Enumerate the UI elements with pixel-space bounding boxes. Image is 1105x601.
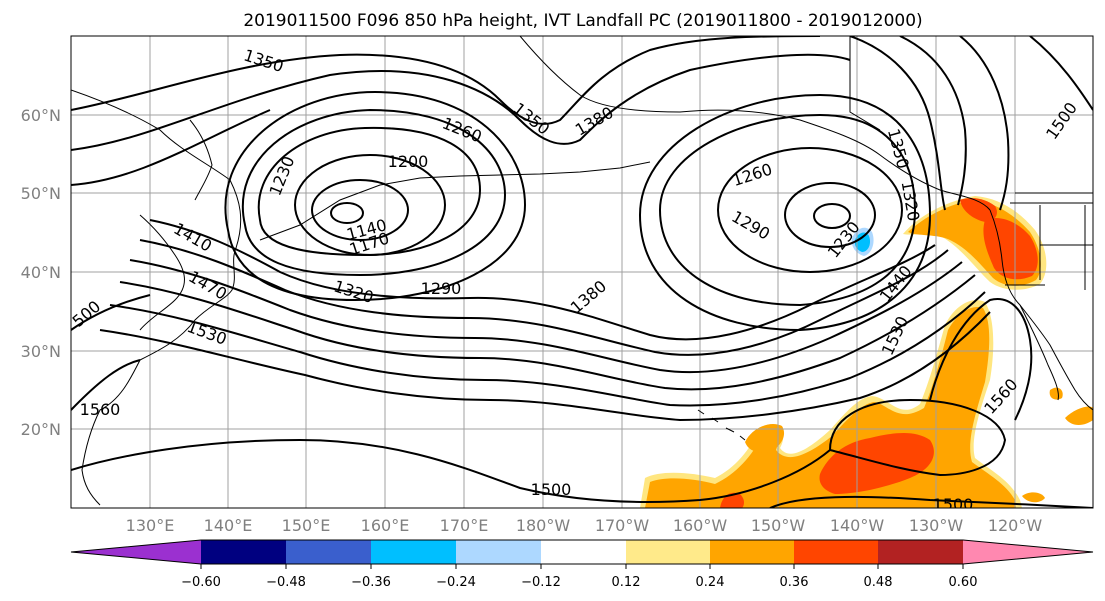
colorbar-bin — [541, 540, 626, 564]
lon-tick-label: 160°E — [361, 516, 410, 535]
colorbar-tick-label: 0.24 — [696, 575, 725, 590]
lon-tick-label: 120°W — [988, 516, 1043, 535]
lat-tick-label: 40°N — [21, 263, 61, 282]
lon-tick-label: 170°W — [595, 516, 650, 535]
us-canada-border — [849, 36, 1093, 204]
colorbar-bin — [794, 540, 878, 564]
lat-tick-label: 50°N — [21, 184, 61, 203]
longitude-labels: 130°E 140°E 150°E 160°E 170°E 180°W 170°… — [126, 516, 1043, 535]
ivt-positive-region-hawaii — [745, 423, 785, 453]
map-plot-area: 1350 1380 1350 1260 1200 1230 1140 1170 … — [71, 36, 1093, 514]
north-america-west-coast — [989, 209, 1093, 411]
colorbar-bin — [286, 540, 371, 564]
colorbar-tick-label: −0.60 — [181, 575, 221, 590]
lat-tick-label: 30°N — [21, 342, 61, 361]
lon-tick-label: 130°E — [126, 516, 175, 535]
baja-peninsula — [1019, 304, 1059, 401]
colorbar-tick-label: 0.48 — [864, 575, 893, 590]
lon-tick-label: 150°W — [751, 516, 806, 535]
lon-tick-label: 170°E — [440, 516, 489, 535]
colorbar-tick-label: −0.24 — [436, 575, 476, 590]
contour-label: 1500 — [933, 495, 974, 514]
latitude-labels: 60°N 50°N 40°N 30°N 20°N — [21, 106, 61, 439]
lon-tick-label: 150°E — [282, 516, 331, 535]
asia-coastline — [71, 89, 242, 506]
ivt-positive-region-east — [1022, 492, 1045, 503]
contour-label: 1200 — [388, 152, 429, 171]
colorbar-bin — [201, 540, 286, 564]
colorbar-tick-label: 0.60 — [949, 575, 978, 590]
colorbar-tick-label: −0.48 — [266, 575, 306, 590]
figure-title: 2019011500 F096 850 hPa height, IVT Land… — [243, 11, 922, 31]
contour-label: 1560 — [80, 400, 121, 419]
alaska-coastline — [519, 36, 991, 211]
contour-label: 1500 — [531, 480, 572, 499]
colorbar-tick-label: 0.36 — [780, 575, 809, 590]
colorbar-bin — [371, 540, 456, 564]
us-state-borders — [1005, 205, 1093, 290]
lat-tick-label: 60°N — [21, 106, 61, 125]
colorbar-bin — [71, 540, 201, 564]
colorbar-bin — [963, 540, 1093, 564]
ivt-positive-region-east — [1065, 406, 1093, 425]
colorbar-bin — [456, 540, 541, 564]
lon-tick-label: 160°W — [673, 516, 728, 535]
ivt-positive-region-east — [1049, 387, 1063, 400]
contour-label: 1290 — [421, 279, 462, 298]
colorbar-tick-label: −0.36 — [351, 575, 391, 590]
colorbar-tick-label: 0.12 — [612, 575, 641, 590]
height-contours — [71, 36, 1093, 508]
ivt-positive-region-california — [960, 198, 997, 222]
lat-tick-label: 20°N — [21, 420, 61, 439]
colorbar-bin — [878, 540, 963, 564]
lon-tick-label: 180°W — [516, 516, 571, 535]
coastlines — [71, 36, 1093, 506]
ivt-positive-region-subtropics — [819, 433, 934, 494]
colorbar-bin — [626, 540, 710, 564]
lon-tick-label: 130°W — [909, 516, 964, 535]
colorbar: −0.60 −0.48 −0.36 −0.24 −0.12 0.12 0.24 … — [70, 539, 1094, 590]
map-frame — [70, 35, 1094, 509]
lon-tick-label: 140°W — [830, 516, 885, 535]
ivt-shading — [640, 196, 1093, 508]
ivt-negative-region — [854, 232, 871, 252]
kamchatka-coastline — [189, 119, 213, 201]
colorbar-ticks — [200, 564, 964, 569]
colorbar-tick-label: −0.12 — [521, 575, 561, 590]
lon-tick-label: 140°E — [204, 516, 253, 535]
colorbar-bin — [710, 540, 794, 564]
aleutian-islands — [259, 161, 651, 241]
